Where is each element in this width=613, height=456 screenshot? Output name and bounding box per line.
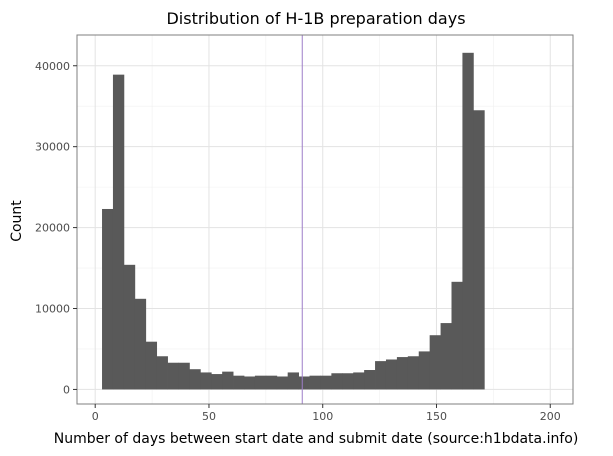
histogram-bar [342, 373, 354, 390]
histogram-bar [396, 357, 409, 390]
histogram-bar [385, 359, 398, 390]
histogram-bar [353, 372, 365, 390]
histogram-bar [156, 356, 168, 390]
histogram-bar [309, 375, 321, 390]
histogram-bar [331, 373, 343, 390]
y-tick-label: 20000 [35, 222, 70, 235]
x-tick-label: 200 [540, 410, 561, 423]
y-tick-label: 0 [63, 383, 70, 396]
plot-border [76, 34, 574, 405]
x-tick-label: 100 [312, 410, 333, 423]
histogram-bar [287, 372, 300, 390]
x-tick-label: 0 [92, 410, 99, 423]
histogram-bar [265, 375, 278, 390]
histogram-bar [298, 376, 310, 390]
x-tick-label: 50 [202, 410, 216, 423]
histogram-bar [123, 264, 136, 390]
histogram-bar [364, 370, 376, 390]
histogram-bar [145, 341, 158, 390]
histogram-bar [451, 281, 463, 390]
histogram-bar [200, 372, 212, 390]
histogram-bar [407, 356, 420, 390]
x-axis-ticks: 0 50 100 150 200 [92, 404, 561, 423]
histogram-bar [473, 110, 485, 390]
histogram-bar [189, 369, 201, 390]
histogram-bar [167, 362, 179, 390]
y-axis-title: Count [9, 200, 25, 242]
histogram-bar [178, 362, 190, 390]
histogram-bar [429, 335, 441, 390]
histogram-bar [233, 375, 245, 390]
histogram-bar [440, 323, 452, 390]
histogram-bar [222, 371, 234, 390]
plot-panel [77, 35, 573, 404]
histogram-bars [102, 52, 485, 390]
chart-title: Distribution of H-1B preparation days [166, 9, 465, 28]
histogram-bar [102, 208, 114, 390]
histogram-bar [462, 52, 474, 390]
histogram-bar [254, 375, 267, 390]
histogram-bar [112, 74, 125, 390]
y-tick-label: 10000 [35, 303, 70, 316]
histogram-bar [375, 361, 387, 390]
x-tick-label: 150 [426, 410, 447, 423]
histogram-bar [134, 298, 147, 390]
histogram-bar [211, 374, 223, 390]
histogram-bar [244, 376, 256, 390]
y-axis-ticks: 0 10000 20000 30000 40000 [35, 60, 77, 396]
y-tick-label: 30000 [35, 141, 70, 154]
histogram-bar [320, 375, 332, 390]
histogram-bar [276, 376, 289, 390]
y-tick-label: 40000 [35, 60, 70, 73]
histogram-bar [418, 351, 431, 390]
x-axis-title: Number of days between start date and su… [54, 431, 579, 447]
